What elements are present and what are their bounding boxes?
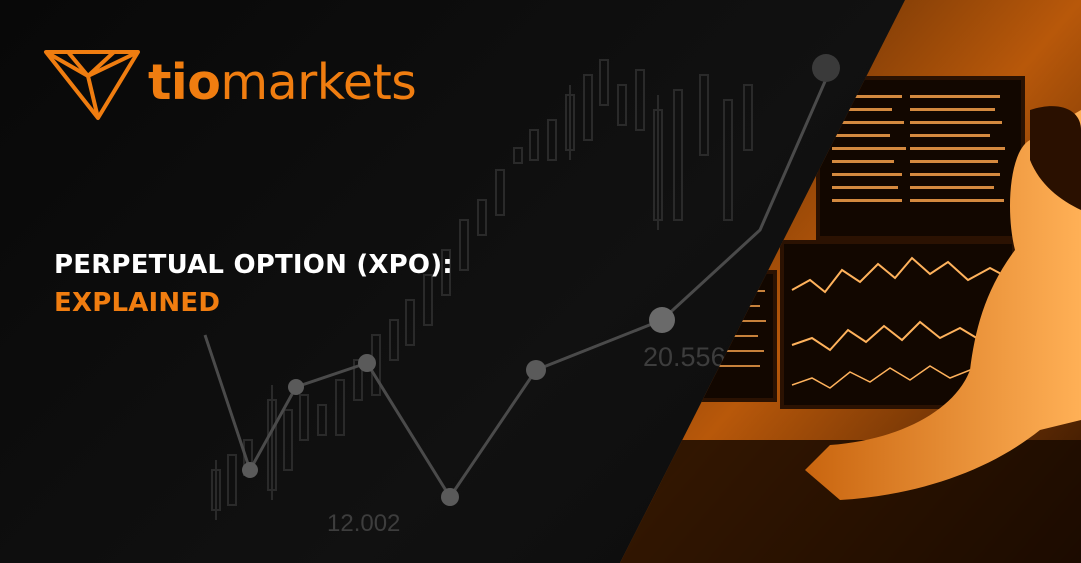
trader-silhouette [805,110,1081,500]
trend-point [526,360,546,380]
candle [513,147,523,164]
trend-point [649,307,675,333]
candle [743,84,753,151]
trend-point [288,379,304,395]
headline-line1: PERPETUAL OPTION (XPO): [54,250,453,280]
trend-point [358,354,376,372]
candle [335,379,345,436]
candle [699,74,709,156]
candle [423,274,433,326]
candle [673,89,683,221]
candle [599,59,609,106]
candle [459,219,469,271]
candle [317,404,327,436]
candle [389,319,399,361]
candle [477,199,487,236]
brand-wordmark: tiomarkets [148,58,417,107]
candle [495,169,505,216]
brand-name-part1: tio [148,53,221,111]
chart-value-upper: 20.556 [643,342,726,372]
tio-logo-mark-icon [44,50,140,120]
trend-point [242,462,258,478]
candle [723,99,733,221]
brand-name-part2: markets [220,53,417,111]
candle [283,409,293,471]
candle [529,129,539,161]
candle [617,84,627,126]
trend-point [812,54,840,82]
candle [405,299,415,346]
trend-point [441,488,459,506]
candle [635,69,645,131]
candle [227,454,237,506]
chart-value-lower: 12.002 [327,510,401,537]
brand-logo: tiomarkets [42,42,417,122]
headline: PERPETUAL OPTION (XPO): EXPLAINED [54,246,453,322]
monitor-top [816,76,1025,240]
candle [441,249,451,296]
candle [547,119,557,161]
headline-line2: EXPLAINED [54,288,221,318]
candle [299,394,309,441]
candle [583,74,593,141]
candle [353,359,363,401]
